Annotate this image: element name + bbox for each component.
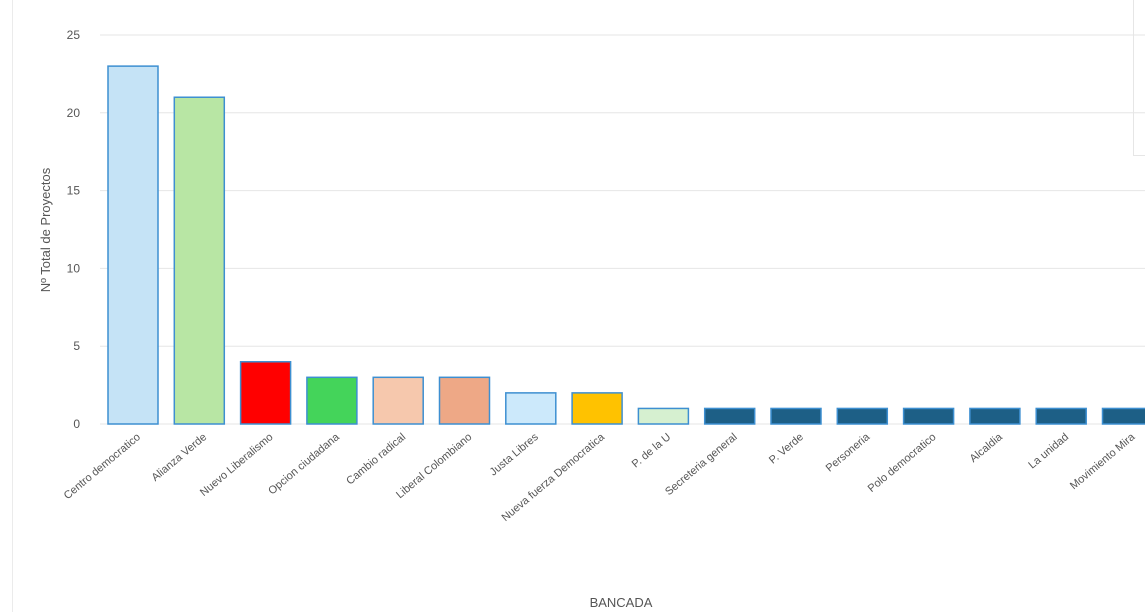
bar: [107, 65, 159, 425]
bar: [438, 376, 491, 425]
chart-frame-edge: [12, 0, 13, 612]
bar: [969, 407, 1021, 425]
bar: [571, 392, 623, 425]
x-category-label: Cambio radical: [344, 431, 408, 487]
x-category-label: Secreteria general: [663, 431, 740, 498]
bar: [1101, 407, 1145, 425]
x-category-label: P. de la U: [630, 431, 674, 470]
x-category-label: P. Verde: [767, 431, 806, 466]
bar: [372, 376, 424, 425]
bar: [173, 96, 226, 425]
x-category-label: Justa Libres: [488, 431, 542, 479]
x-axis-title: BANCADA: [590, 595, 653, 610]
y-axis-ticks: 0 5 10 15 20 25: [67, 28, 81, 431]
bar: [1035, 407, 1087, 425]
legend-box: [1133, 0, 1145, 156]
y-tick-label: 10: [67, 261, 81, 275]
bar: [902, 407, 955, 425]
x-category-label: Polo democratico: [866, 431, 939, 495]
bar: [306, 376, 358, 425]
bar: [239, 361, 292, 425]
x-category-label: Alcaldia: [968, 431, 1006, 466]
x-category-label: Opcion ciudadana: [266, 431, 342, 498]
y-tick-label: 20: [67, 106, 81, 120]
bar: [836, 407, 889, 425]
x-category-label: Alianza Verde: [150, 431, 210, 484]
x-category-label: Centro democratico: [62, 431, 143, 502]
y-axis-title: Nº Total de Proyectos: [38, 167, 53, 292]
y-tick-label: 15: [67, 184, 81, 198]
bar: [703, 407, 756, 425]
y-tick-label: 5: [73, 339, 80, 353]
x-category-label: Nuevo Liberalismo: [198, 431, 276, 499]
y-tick-label: 25: [67, 28, 81, 42]
x-category-label: La unidad: [1026, 431, 1071, 471]
bar: [637, 407, 690, 425]
x-category-label: Personeria: [824, 431, 873, 475]
bars: [107, 65, 1145, 425]
y-tick-label: 0: [73, 417, 80, 431]
bar: [770, 407, 822, 425]
bar: [505, 392, 557, 425]
x-category-label: Movimiento Mira: [1068, 431, 1138, 493]
